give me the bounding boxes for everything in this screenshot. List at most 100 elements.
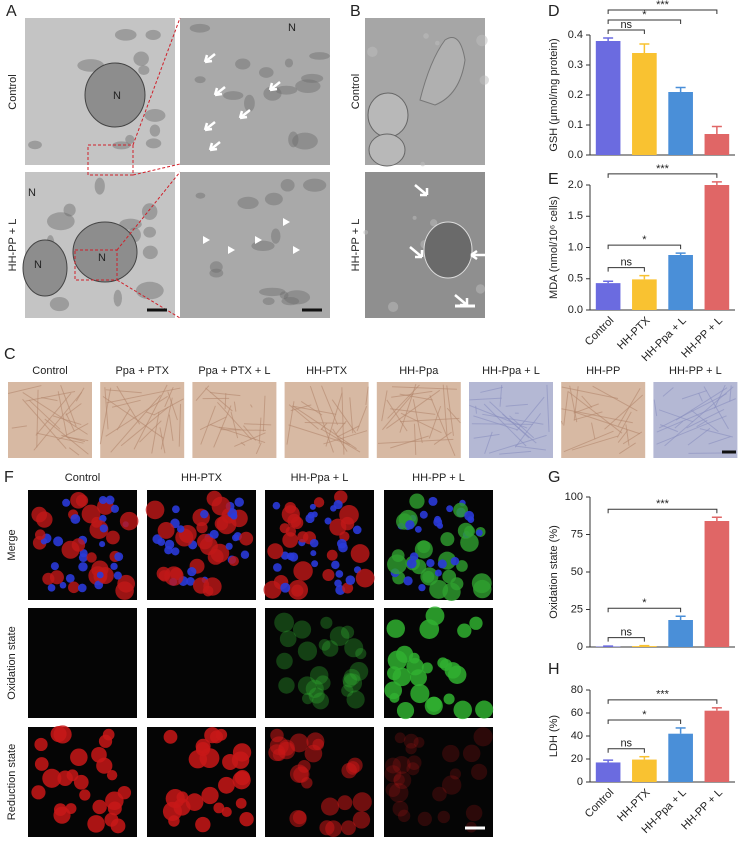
cell-signal: [289, 810, 307, 828]
ihc-texture: [153, 398, 184, 416]
ihc-texture: [446, 385, 454, 436]
tem-texture: [194, 76, 206, 84]
ihc-texture: [320, 422, 328, 431]
panel-letter: H: [548, 661, 560, 678]
column-label: Control: [65, 472, 100, 484]
y-tick-label: 0.5: [568, 273, 583, 285]
cell-signal: [239, 531, 254, 546]
arrowhead: [228, 246, 235, 254]
significance-label: *: [642, 234, 647, 246]
cell-signal: [278, 739, 295, 756]
dic-texture: [430, 219, 438, 227]
significance-bracket: [607, 637, 645, 642]
ihc-texture: [400, 412, 442, 434]
significance-label: ***: [656, 0, 670, 11]
y-axis-label: Oxidation state (%): [548, 525, 560, 619]
significance-label: ns: [620, 738, 632, 750]
y-tick-label: 100: [565, 491, 583, 503]
nucleus-signal: [273, 563, 282, 572]
arrow: [203, 53, 216, 64]
ihc-texture: [233, 401, 237, 412]
ihc-texture: [356, 405, 368, 432]
nucleus-signal: [98, 495, 108, 505]
arrow: [409, 246, 424, 259]
cell-signal: [392, 800, 409, 817]
cell-signal: [211, 496, 231, 516]
cell-signal: [145, 500, 165, 520]
ihc-texture: [703, 386, 729, 430]
cell-signal: [421, 662, 433, 674]
cell-signal: [456, 560, 468, 572]
ihc-texture: [412, 399, 423, 444]
tem-texture: [284, 58, 294, 68]
ihc-texture: [217, 401, 252, 440]
y-tick-label: 75: [571, 528, 583, 540]
ihc-texture: [104, 387, 109, 430]
tem-texture: [292, 132, 318, 150]
nucleus-signal: [309, 503, 316, 510]
ihc-texture: [290, 404, 312, 412]
cell-signal: [86, 552, 97, 563]
nucleus-signal: [96, 571, 104, 579]
y-tick-label: 1.5: [568, 210, 583, 222]
cell-signal: [302, 692, 314, 705]
dic-texture: [476, 34, 488, 47]
ihc-texture: [446, 407, 461, 424]
y-tick-label: 0: [577, 776, 583, 788]
arrow: [414, 184, 429, 197]
confocal-image: [384, 727, 493, 837]
nucleus-signal: [330, 505, 337, 512]
bar: [668, 255, 693, 310]
tem-texture: [259, 287, 286, 297]
bar: [632, 279, 657, 310]
cell-signal: [385, 757, 401, 774]
ihc-texture: [213, 405, 232, 448]
cell-signal: [442, 569, 457, 584]
y-tick-label: 0.0: [568, 149, 583, 161]
arrowhead: [255, 236, 262, 244]
nucleus-signal: [110, 562, 118, 571]
cell-signal: [441, 775, 462, 795]
ihc-texture: [286, 401, 295, 445]
nucleus-signal: [446, 505, 454, 513]
arrow: [203, 121, 216, 132]
cell-signal: [228, 555, 239, 567]
cell-signal: [424, 696, 443, 715]
cell-signal: [352, 811, 371, 829]
cell-signal: [341, 762, 357, 779]
cell-signal: [457, 522, 474, 539]
tem-texture: [49, 296, 70, 312]
tem-texture: [244, 94, 255, 112]
row-label: Reduction state: [6, 744, 18, 820]
ihc-texture: [561, 408, 633, 424]
ihc-texture: [291, 405, 337, 415]
cell-signal: [66, 769, 79, 782]
tem-texture: [195, 192, 206, 199]
ihc-texture: [22, 398, 67, 449]
nucleus-signal: [77, 583, 87, 593]
significance-bracket: [607, 9, 718, 14]
nucleus-signal: [40, 538, 48, 545]
ihc-texture: [484, 431, 493, 454]
cell-signal: [406, 755, 422, 770]
ihc-texture: [243, 423, 272, 426]
nucleus-signal: [225, 542, 233, 550]
cell-signal: [49, 570, 64, 585]
cell-signal: [289, 764, 309, 783]
tem-texture: [258, 67, 274, 78]
nucleus-signal: [403, 576, 413, 586]
nucleus-label: N: [98, 252, 106, 264]
ihc-texture: [563, 430, 614, 453]
ihc-texture: [390, 408, 436, 415]
tem-texture: [149, 124, 161, 137]
cell-signal: [68, 581, 80, 594]
cell-signal: [337, 795, 353, 811]
cell-signal: [195, 738, 211, 754]
cell-signal: [308, 687, 325, 704]
tem-texture: [283, 290, 311, 305]
ihc-texture: [159, 427, 166, 454]
ihc-texture: [243, 425, 257, 441]
cell-signal: [409, 493, 425, 509]
cell-signal: [34, 757, 49, 771]
cell-signal: [442, 744, 460, 763]
